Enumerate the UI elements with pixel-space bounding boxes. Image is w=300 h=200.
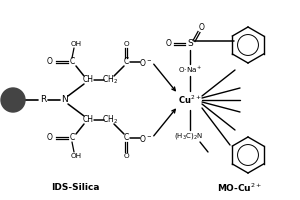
Text: O: O — [199, 23, 205, 32]
Text: IDS-Silica: IDS-Silica — [51, 184, 99, 192]
Text: O$^-$: O$^-$ — [140, 56, 153, 68]
Text: S: S — [187, 40, 193, 48]
Text: MO-Cu$^{2+}$: MO-Cu$^{2+}$ — [218, 182, 262, 194]
Text: O: O — [166, 40, 172, 48]
Text: CH$_2$: CH$_2$ — [102, 74, 118, 86]
Text: N: N — [61, 96, 68, 104]
Text: Cu$^{2+}$: Cu$^{2+}$ — [178, 94, 202, 106]
Text: CH$_2$: CH$_2$ — [102, 114, 118, 126]
Circle shape — [1, 88, 25, 112]
Text: O: O — [123, 153, 129, 159]
Text: O: O — [123, 41, 129, 47]
Text: O·Na$^+$: O·Na$^+$ — [178, 65, 202, 75]
Text: CH: CH — [82, 75, 94, 84]
Text: R: R — [40, 96, 46, 104]
Text: C: C — [69, 58, 75, 66]
Text: (H$_3$C)$_2$N: (H$_3$C)$_2$N — [174, 131, 202, 141]
Text: C: C — [69, 134, 75, 142]
Text: OH: OH — [70, 153, 82, 159]
Text: C: C — [123, 58, 129, 66]
Text: CH: CH — [82, 116, 94, 124]
Text: O$^-$: O$^-$ — [140, 132, 153, 144]
Text: O: O — [47, 58, 53, 66]
Text: O: O — [47, 134, 53, 142]
Text: C: C — [123, 134, 129, 142]
Text: OH: OH — [70, 41, 82, 47]
